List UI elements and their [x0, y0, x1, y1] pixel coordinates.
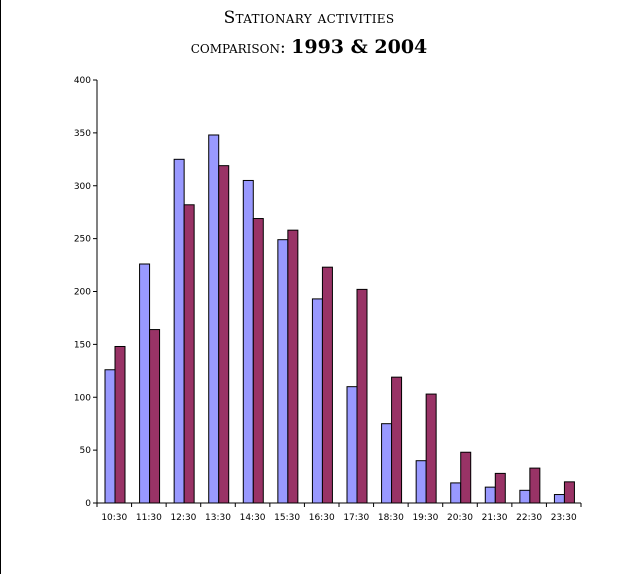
x-tick-label-1130: 11:30 — [136, 513, 162, 523]
x-tick-label-2130: 21:30 — [482, 513, 508, 523]
x-tick-label-2330: 23:30 — [551, 513, 577, 523]
bar-series2-1530 — [287, 229, 299, 504]
y-tick-label-100: 100 — [74, 393, 91, 403]
bar-series2-1330 — [218, 165, 230, 504]
bar-series1-1330 — [208, 134, 220, 504]
bar-series2-1430 — [252, 218, 264, 504]
bar-series2-2130 — [494, 472, 506, 504]
x-tick-label-1430: 14:30 — [240, 513, 266, 523]
bar-series2-2230 — [529, 467, 541, 504]
x-tick-label-1230: 12:30 — [170, 513, 196, 523]
y-tick-label-350: 350 — [74, 129, 91, 139]
chart-title-line2: comparison: 1993 & 2004 — [0, 36, 618, 58]
bar-series2-1030 — [114, 345, 126, 504]
bar-series2-2330 — [563, 481, 575, 504]
x-tick-label-1330: 13:30 — [205, 513, 231, 523]
bar-series1-1930 — [415, 460, 427, 504]
bar-series2-1730 — [356, 288, 368, 504]
bars-group — [104, 134, 575, 504]
x-tick-label-1830: 18:30 — [378, 513, 404, 523]
bar-series2-1930 — [425, 393, 437, 504]
y-tick-label-250: 250 — [74, 235, 91, 245]
chart-title-line1: Stationary activities — [223, 8, 395, 28]
bar-series1-2330 — [553, 494, 565, 504]
bar-series2-1130 — [149, 329, 161, 504]
bar-series1-1230 — [173, 158, 185, 504]
page-frame-left-border — [0, 0, 1, 574]
y-tick-label-400: 400 — [74, 76, 91, 86]
x-tick-label-2230: 22:30 — [516, 513, 542, 523]
bar-series1-2130 — [484, 486, 496, 504]
x-tick-label-1930: 19:30 — [412, 513, 438, 523]
y-tick-label-300: 300 — [74, 182, 91, 192]
x-tick-label-2030: 20:30 — [447, 513, 473, 523]
x-tick-label-1730: 17:30 — [343, 513, 369, 523]
y-tick-label-150: 150 — [74, 340, 91, 350]
chart-title-comparison: comparison: — [190, 38, 286, 58]
x-tick-label-1030: 10:30 — [101, 513, 127, 523]
x-tick-label-1630: 16:30 — [309, 513, 335, 523]
bar-series2-1630 — [321, 266, 333, 504]
bar-series2-1230 — [183, 204, 195, 504]
bar-series1-1730 — [346, 386, 358, 504]
y-tick-label-50: 50 — [80, 446, 92, 456]
bar-series1-1630 — [311, 298, 323, 504]
bar-series1-1430 — [242, 179, 254, 504]
bar-series2-2030 — [460, 451, 472, 504]
y-tick-label-0: 0 — [85, 499, 91, 509]
bar-series2-1830 — [391, 376, 403, 504]
bar-series1-1130 — [139, 263, 151, 504]
x-tick-label-1530: 15:30 — [274, 513, 300, 523]
bar-series1-2030 — [450, 482, 462, 504]
y-tick-label-200: 200 — [74, 288, 91, 298]
bar-series1-2230 — [519, 489, 531, 504]
bar-series1-1530 — [277, 239, 289, 504]
axes-group: 0 50 100 150 200 250 300 350 400 10:30 11:30 12:30 1… — [74, 76, 582, 523]
bar-series1-1830 — [381, 423, 393, 504]
bar-series1-1030 — [104, 369, 116, 504]
chart-title-years: 1993 & 2004 — [291, 36, 428, 58]
